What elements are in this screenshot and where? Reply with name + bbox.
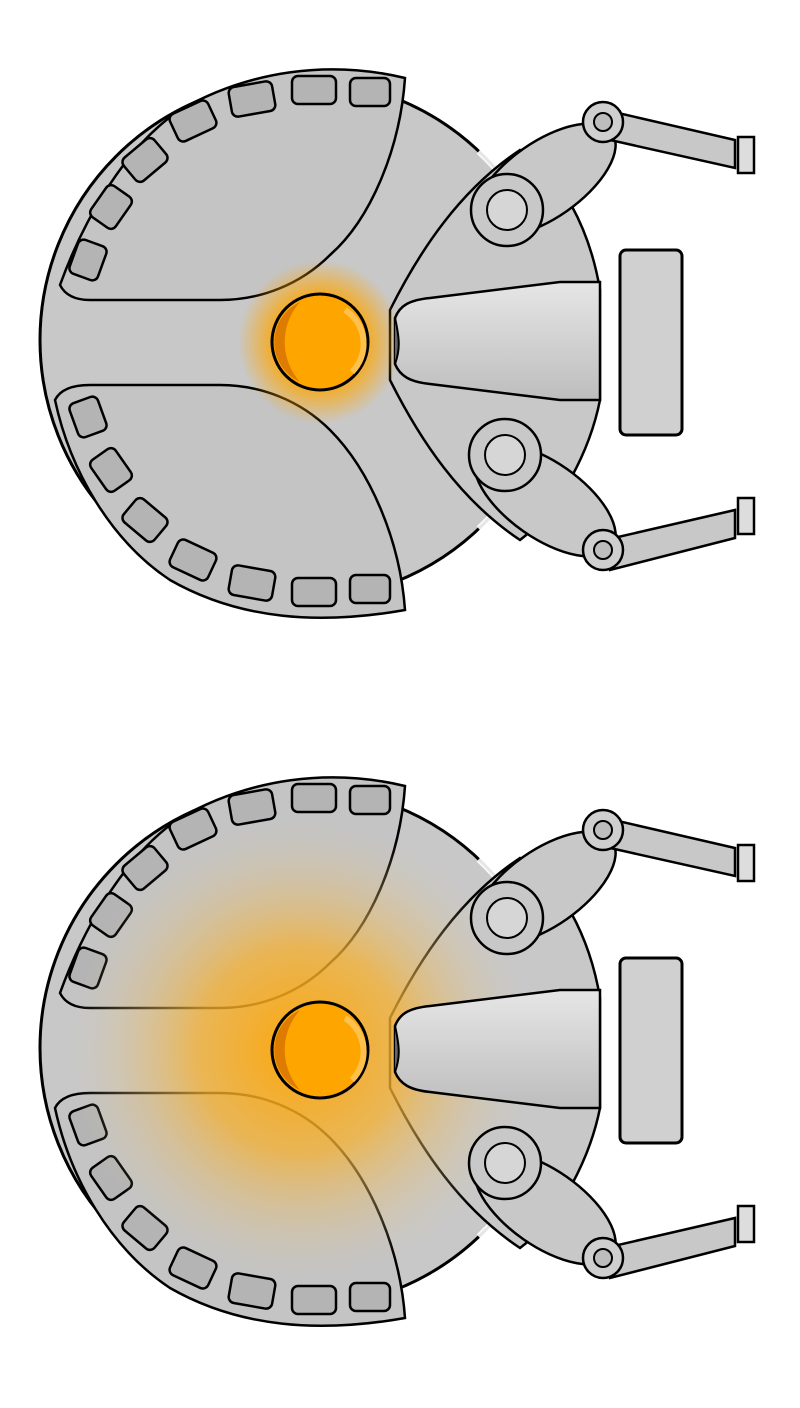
energy-core-icon: [272, 1002, 368, 1098]
robot-base-sprite-small-glow: [0, 0, 800, 700]
robot-base-sprite-large-glow: [0, 708, 800, 1408]
robot-base-icon: [0, 0, 756, 700]
robot-base-icon: [0, 708, 756, 1408]
energy-core-icon: [272, 294, 368, 390]
